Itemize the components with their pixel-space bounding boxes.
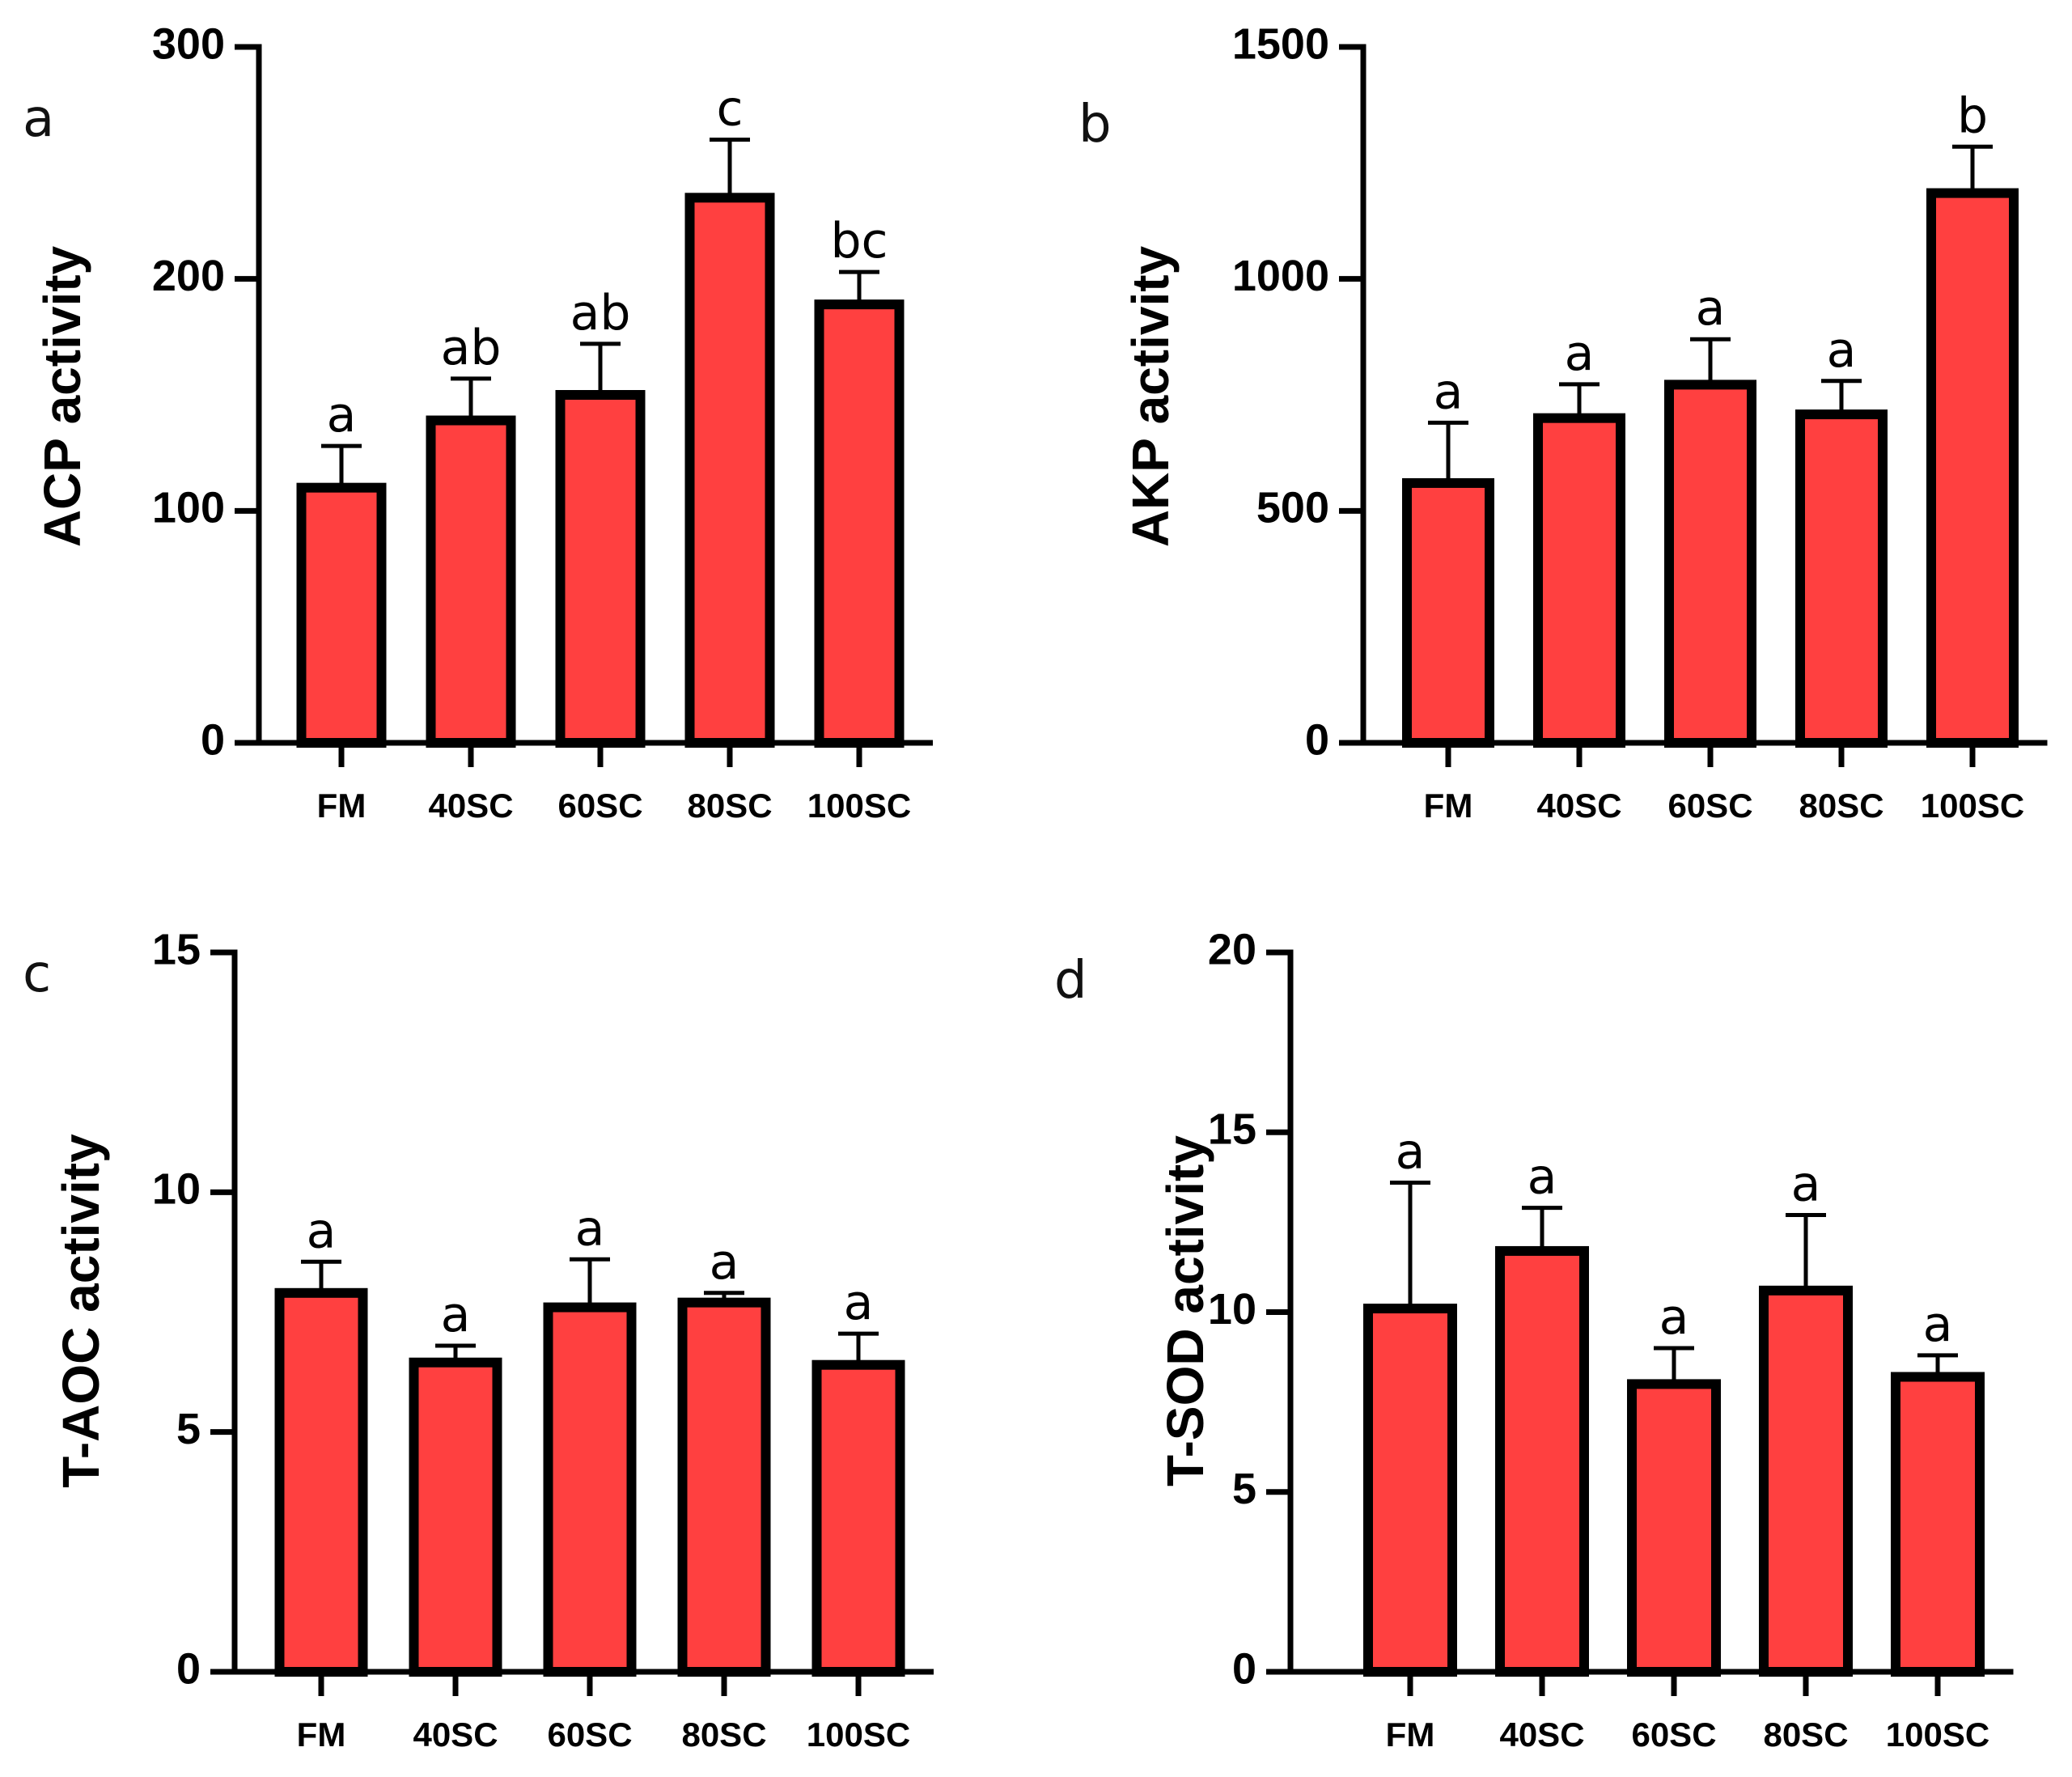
significance-label-100SC: b bbox=[1957, 87, 1988, 144]
y-tick-label: 500 bbox=[1256, 484, 1329, 532]
x-tick-label-40SC: 40SC bbox=[428, 787, 513, 825]
x-tick-label-FM: FM bbox=[1386, 1716, 1435, 1754]
x-tick-label-60SC: 60SC bbox=[557, 787, 642, 825]
x-tick-label-40SC: 40SC bbox=[1499, 1716, 1584, 1754]
significance-label-80SC: c bbox=[717, 81, 744, 138]
x-tick-label-80SC: 80SC bbox=[1763, 1716, 1848, 1754]
bar-100SC bbox=[1891, 1372, 1985, 1677]
bar-100SC bbox=[811, 1359, 905, 1677]
chart-panel-c: c T-AOC activity 0 5 10 15 a FM a 40SC a 60SC a 80SC a… bbox=[23, 925, 934, 1754]
significance-label-FM: a bbox=[307, 1202, 337, 1259]
x-tick-label-80SC: 80SC bbox=[687, 787, 772, 825]
significance-label-100SC: a bbox=[844, 1274, 874, 1331]
x-tick-label-100SC: 100SC bbox=[1921, 787, 2024, 825]
chart-panel-d: d T-SOD activity 0 5 10 15 20 a FM a 40SC a 60SC a 80S… bbox=[1054, 925, 2014, 1754]
bar-60SC bbox=[1627, 1379, 1721, 1677]
significance-label-60SC: a bbox=[1659, 1289, 1689, 1346]
significance-label-FM: a bbox=[1396, 1123, 1426, 1180]
significance-label-100SC: bc bbox=[830, 213, 888, 269]
bar-100SC bbox=[1926, 188, 2019, 749]
bar-80SC bbox=[1795, 409, 1888, 749]
significance-label-80SC: a bbox=[710, 1234, 739, 1291]
bar-100SC bbox=[814, 299, 905, 748]
significance-label-60SC: a bbox=[1696, 280, 1726, 337]
x-tick-label-100SC: 100SC bbox=[807, 787, 911, 825]
significance-label-80SC: a bbox=[1791, 1156, 1821, 1212]
x-tick-label-FM: FM bbox=[1424, 787, 1473, 825]
panel-letter: d bbox=[1054, 951, 1087, 1011]
y-axis-label: T-AOC activity bbox=[52, 1134, 110, 1488]
bar-FM bbox=[1402, 477, 1494, 749]
significance-label-FM: a bbox=[1434, 363, 1464, 420]
x-tick-label-60SC: 60SC bbox=[1631, 1716, 1716, 1754]
y-axis-label: AKP activity bbox=[1121, 245, 1180, 547]
significance-label-100SC: a bbox=[1923, 1296, 1953, 1353]
chart-panel-a: a ACP activity 0 100 200 300 a FM ab 40SC ab 60SC c 8… bbox=[23, 19, 933, 825]
x-tick-label-80SC: 80SC bbox=[1799, 787, 1883, 825]
x-tick-label-60SC: 60SC bbox=[547, 1716, 632, 1754]
y-tick-label: 5 bbox=[1232, 1465, 1256, 1513]
bar-80SC bbox=[1759, 1285, 1853, 1677]
y-tick-label: 300 bbox=[152, 19, 225, 68]
significance-label-40SC: a bbox=[1565, 325, 1595, 382]
chart-panel-b: b AKP activity 0 500 1000 1500 a FM a 40SC a 60SC a 8… bbox=[1078, 19, 2048, 825]
bar-60SC bbox=[543, 1302, 637, 1677]
y-tick-label: 0 bbox=[1232, 1644, 1256, 1693]
panel-letter: c bbox=[23, 944, 51, 1004]
bar-60SC bbox=[1664, 380, 1756, 748]
x-tick-label-FM: FM bbox=[297, 1716, 346, 1754]
significance-label-80SC: a bbox=[1827, 322, 1857, 379]
significance-label-40SC: a bbox=[1528, 1149, 1557, 1206]
bar-40SC bbox=[409, 1357, 502, 1677]
y-tick-label: 20 bbox=[1208, 925, 1256, 973]
x-tick-label-60SC: 60SC bbox=[1667, 787, 1752, 825]
y-tick-label: 0 bbox=[1305, 715, 1329, 764]
bar-FM bbox=[274, 1287, 368, 1677]
y-tick-label: 0 bbox=[176, 1644, 201, 1693]
bar-80SC bbox=[677, 1297, 771, 1677]
y-axis-label: ACP activity bbox=[33, 245, 91, 547]
bar-60SC bbox=[555, 390, 646, 748]
x-tick-label-40SC: 40SC bbox=[413, 1716, 498, 1754]
significance-label-40SC: ab bbox=[441, 320, 502, 376]
significance-label-60SC: a bbox=[575, 1200, 605, 1257]
panel-letter: b bbox=[1078, 95, 1112, 155]
y-tick-label: 0 bbox=[201, 715, 225, 764]
y-tick-label: 5 bbox=[176, 1405, 201, 1453]
x-tick-label-40SC: 40SC bbox=[1536, 787, 1621, 825]
bar-FM bbox=[1363, 1304, 1457, 1677]
bar-40SC bbox=[1495, 1245, 1589, 1677]
bar-40SC bbox=[426, 415, 516, 748]
significance-label-60SC: ab bbox=[570, 285, 631, 341]
y-tick-label: 10 bbox=[1208, 1285, 1256, 1334]
y-tick-label: 100 bbox=[152, 484, 225, 532]
significance-label-40SC: a bbox=[441, 1287, 471, 1343]
significance-label-FM: a bbox=[327, 387, 357, 443]
x-tick-label-80SC: 80SC bbox=[681, 1716, 766, 1754]
bar-80SC bbox=[684, 193, 775, 749]
y-tick-label: 1000 bbox=[1232, 252, 1329, 300]
x-tick-label-100SC: 100SC bbox=[1886, 1716, 1989, 1754]
y-tick-label: 1500 bbox=[1232, 19, 1329, 68]
y-tick-label: 15 bbox=[152, 925, 201, 973]
x-tick-label-100SC: 100SC bbox=[807, 1716, 910, 1754]
y-axis-label: T-SOD activity bbox=[1156, 1135, 1214, 1486]
bar-40SC bbox=[1533, 413, 1625, 749]
y-tick-label: 200 bbox=[152, 252, 225, 300]
x-tick-label-FM: FM bbox=[317, 787, 367, 825]
bar-FM bbox=[296, 482, 387, 749]
panel-letter: a bbox=[23, 89, 54, 149]
y-tick-label: 15 bbox=[1208, 1105, 1256, 1154]
y-tick-label: 10 bbox=[152, 1165, 201, 1214]
